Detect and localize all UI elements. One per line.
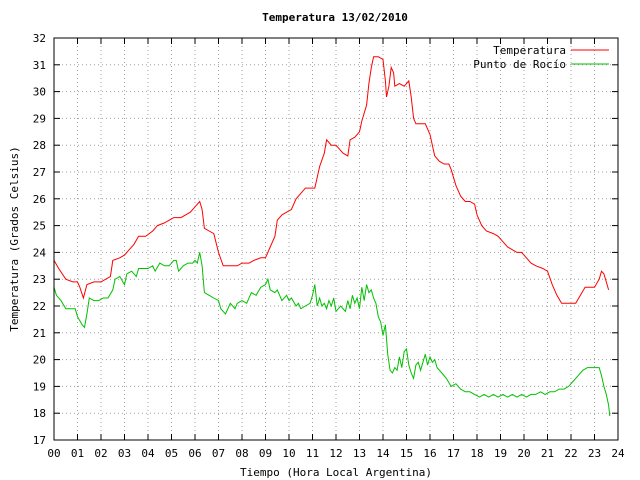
chart-title: Temperatura 13/02/2010 xyxy=(262,11,408,24)
x-tick-label: 14 xyxy=(376,447,390,460)
grid xyxy=(54,38,618,440)
x-tick-label: 23 xyxy=(588,447,601,460)
y-axis-label: Temperatura (Grados Celsius) xyxy=(8,146,21,331)
x-tick-label: 24 xyxy=(611,447,625,460)
x-tick-label: 11 xyxy=(306,447,319,460)
x-tick-label: 03 xyxy=(118,447,131,460)
y-tick-label: 29 xyxy=(33,112,46,125)
y-tick-labels: 17 18 19 20 21 22 23 24 25 26 27 28 29 30 31 32 xyxy=(33,32,47,447)
series-lines xyxy=(53,56,611,416)
x-tick-label: 06 xyxy=(188,447,201,460)
x-tick-label: 09 xyxy=(259,447,272,460)
y-tick-label: 27 xyxy=(33,166,46,179)
x-tick-label: 02 xyxy=(94,447,107,460)
x-tick-label: 17 xyxy=(447,447,460,460)
x-tick-label: 19 xyxy=(494,447,507,460)
y-tick-label: 23 xyxy=(33,273,46,286)
x-tick-label: 01 xyxy=(71,447,84,460)
y-tick-label: 28 xyxy=(33,139,46,152)
x-tick-label: 10 xyxy=(282,447,295,460)
x-tick-label: 04 xyxy=(141,447,155,460)
x-tick-labels: 00 01 02 03 04 05 06 07 08 09 10 11 12 13 14 15 16 17 18 19… xyxy=(47,447,625,460)
x-tick-label: 13 xyxy=(353,447,366,460)
x-tick-label: 22 xyxy=(564,447,577,460)
y-tick-label: 26 xyxy=(33,193,46,206)
x-axis-label: Tiempo (Hora Local Argentina) xyxy=(240,466,432,479)
legend-label-punto-de-rocio: Punto de Rocío xyxy=(473,58,566,71)
y-tick-label: 25 xyxy=(33,220,46,233)
y-tick-label: 21 xyxy=(33,327,46,340)
axis-ticks xyxy=(53,37,619,441)
y-tick-label: 19 xyxy=(33,380,46,393)
y-tick-label: 32 xyxy=(33,32,46,45)
y-tick-label: 20 xyxy=(33,354,46,367)
x-tick-label: 21 xyxy=(541,447,554,460)
y-tick-label: 17 xyxy=(33,434,46,447)
x-tick-label: 15 xyxy=(400,447,413,460)
legend-label-temperatura: Temperatura xyxy=(493,44,566,57)
y-tick-label: 22 xyxy=(33,300,46,313)
x-tick-label: 20 xyxy=(517,447,530,460)
x-tick-label: 07 xyxy=(212,447,225,460)
x-tick-label: 05 xyxy=(165,447,178,460)
x-tick-label: 00 xyxy=(47,447,60,460)
x-tick-label: 12 xyxy=(329,447,342,460)
y-tick-label: 24 xyxy=(33,246,47,259)
y-tick-label: 18 xyxy=(33,407,46,420)
series-line-temperatura xyxy=(53,56,610,304)
y-tick-label: 31 xyxy=(33,59,46,72)
x-tick-label: 16 xyxy=(423,447,436,460)
x-tick-label: 18 xyxy=(470,447,483,460)
series-line-punto-de-rocio xyxy=(53,252,611,416)
y-tick-label: 30 xyxy=(33,86,46,99)
x-tick-label: 08 xyxy=(235,447,248,460)
